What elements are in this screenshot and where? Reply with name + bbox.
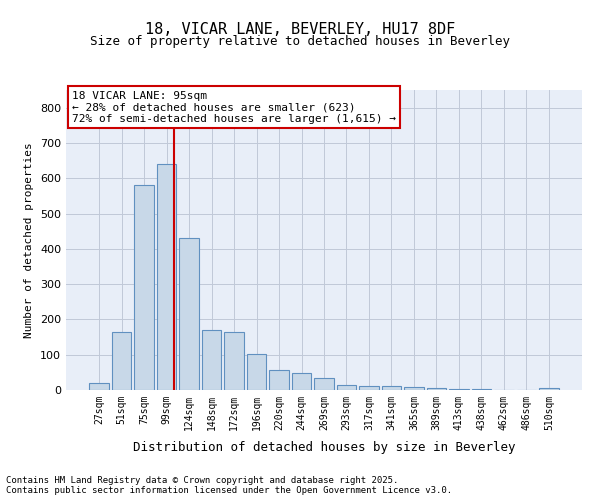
- Bar: [202, 330, 221, 390]
- Y-axis label: Number of detached properties: Number of detached properties: [25, 142, 34, 338]
- Bar: [89, 383, 109, 390]
- Bar: [269, 370, 289, 390]
- Bar: [359, 386, 379, 390]
- Text: Size of property relative to detached houses in Beverley: Size of property relative to detached ho…: [90, 35, 510, 48]
- Text: Contains HM Land Registry data © Crown copyright and database right 2025.
Contai: Contains HM Land Registry data © Crown c…: [6, 476, 452, 495]
- Bar: [224, 332, 244, 390]
- Bar: [112, 332, 131, 390]
- Text: 18 VICAR LANE: 95sqm
← 28% of detached houses are smaller (623)
72% of semi-deta: 18 VICAR LANE: 95sqm ← 28% of detached h…: [72, 90, 396, 124]
- Bar: [179, 238, 199, 390]
- Bar: [314, 378, 334, 390]
- X-axis label: Distribution of detached houses by size in Beverley: Distribution of detached houses by size …: [133, 441, 515, 454]
- Bar: [449, 389, 469, 390]
- Bar: [134, 186, 154, 390]
- Bar: [292, 374, 311, 390]
- Bar: [427, 388, 446, 390]
- Bar: [404, 387, 424, 390]
- Bar: [337, 384, 356, 390]
- Bar: [539, 388, 559, 390]
- Bar: [157, 164, 176, 390]
- Bar: [382, 386, 401, 390]
- Bar: [247, 354, 266, 390]
- Text: 18, VICAR LANE, BEVERLEY, HU17 8DF: 18, VICAR LANE, BEVERLEY, HU17 8DF: [145, 22, 455, 38]
